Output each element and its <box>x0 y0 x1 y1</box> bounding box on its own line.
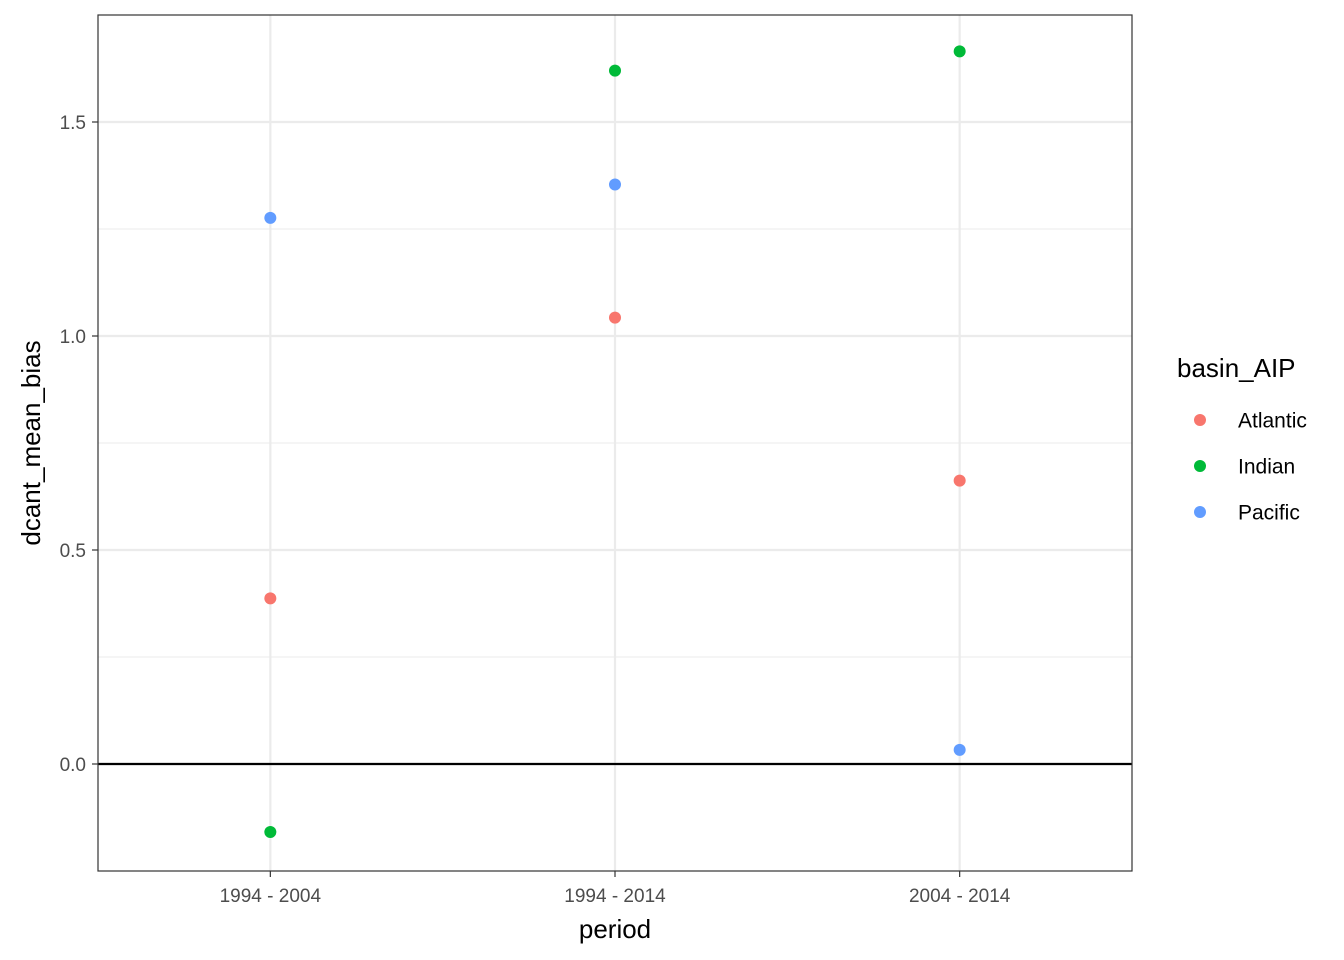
legend-key-atlantic <box>1194 414 1206 426</box>
legend-label-indian: Indian <box>1238 456 1295 479</box>
point-atlantic-1 <box>264 592 277 605</box>
point-pacific-3 <box>953 743 966 756</box>
y-tick-label: 1.5 <box>60 113 86 134</box>
data-points <box>264 45 966 839</box>
y-axis-title: dcant_mean_bias <box>16 340 46 545</box>
x-tick-label: 2004 - 2014 <box>909 886 1011 907</box>
legend-label-pacific: Pacific <box>1238 502 1300 525</box>
legend: basin_AIP Atlantic Indian Pacific <box>1177 353 1307 525</box>
point-indian-2 <box>609 64 621 77</box>
point-indian-1 <box>264 826 277 839</box>
x-axis-title: period <box>579 914 651 944</box>
point-pacific-2 <box>609 178 621 191</box>
point-pacific-1 <box>264 211 277 224</box>
y-tick-label: 0.0 <box>60 755 86 776</box>
legend-title: basin_AIP <box>1177 353 1296 383</box>
x-axis-ticks: 1994 - 2004 1994 - 2014 2004 - 2014 <box>220 871 1011 907</box>
x-tick-label: 1994 - 2004 <box>220 886 322 907</box>
y-axis-ticks: 0.0 0.5 1.0 1.5 <box>60 113 98 776</box>
legend-label-atlantic: Atlantic <box>1238 410 1307 433</box>
point-indian-3 <box>953 45 966 58</box>
legend-key-indian <box>1194 460 1206 472</box>
point-atlantic-3 <box>953 474 966 487</box>
y-tick-label: 1.0 <box>60 327 86 348</box>
y-tick-label: 0.5 <box>60 541 86 562</box>
point-atlantic-2 <box>609 311 621 324</box>
legend-key-pacific <box>1194 506 1206 518</box>
x-tick-label: 1994 - 2014 <box>564 886 666 907</box>
